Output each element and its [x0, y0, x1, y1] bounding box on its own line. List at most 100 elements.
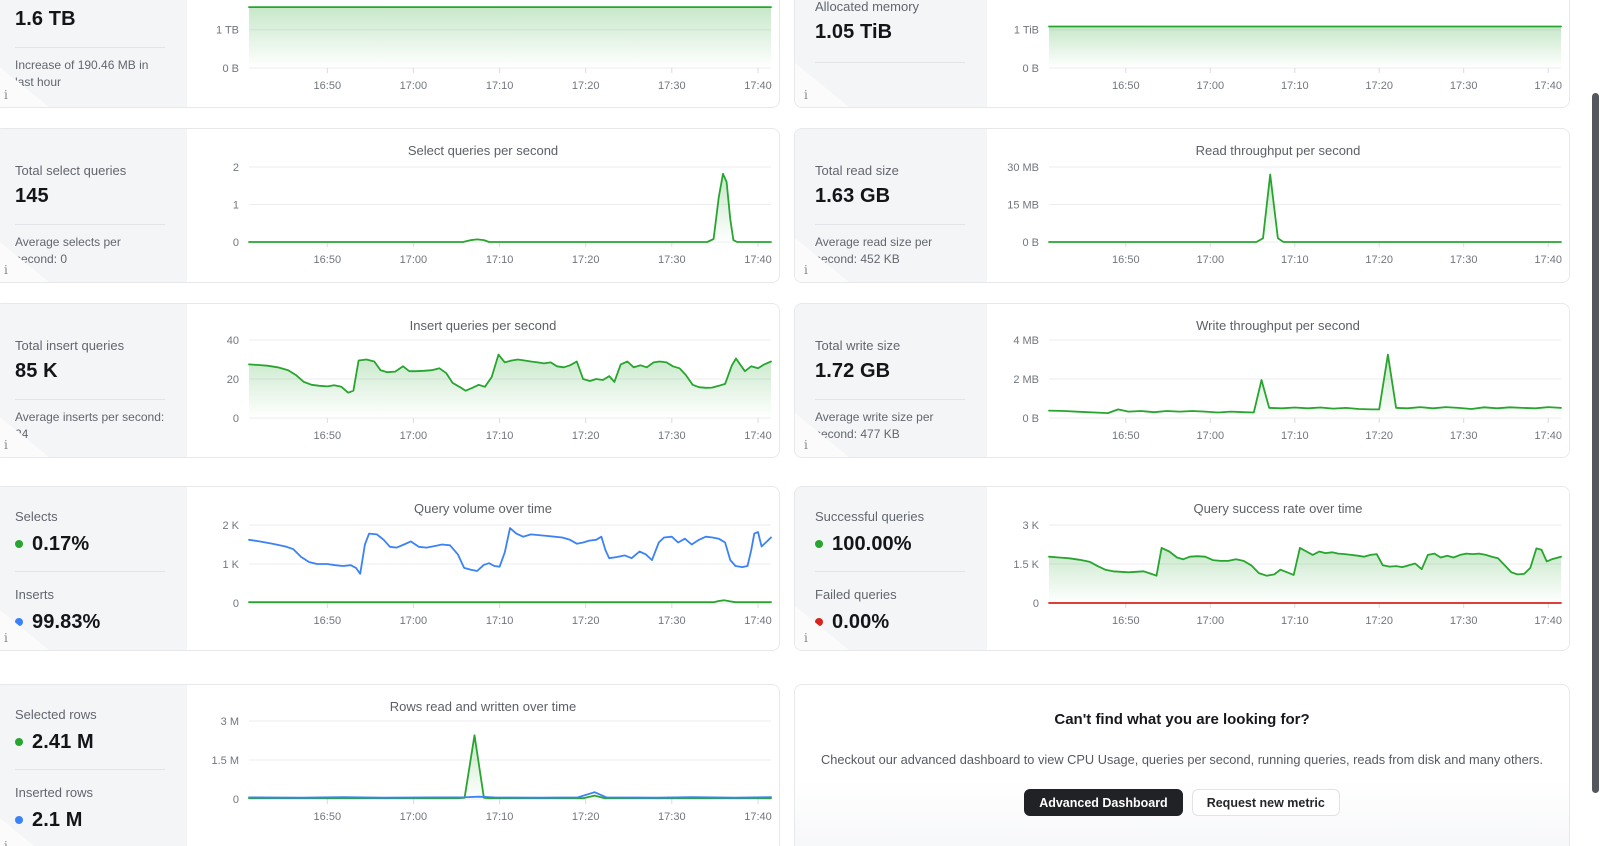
divider — [815, 399, 965, 400]
chart-area: Rows read and written over time 0 1.5 M 3 … — [187, 685, 779, 846]
stat-panel: Total write size 1.72 GB Average write s… — [795, 304, 987, 457]
scrollbar-thumb[interactable] — [1592, 93, 1599, 793]
svg-text:17:30: 17:30 — [1450, 615, 1478, 627]
stat-panel: Total select queries 145 Average selects… — [0, 129, 187, 282]
stat-value: 85 K — [15, 360, 58, 382]
svg-text:16:50: 16:50 — [314, 615, 342, 627]
chart-area: 0 B 1 TB 16:50 17:00 17:10 17:20 17:30 17:40 — [187, 0, 779, 107]
divider — [15, 769, 165, 770]
info-icon[interactable]: i — [804, 263, 808, 277]
stat-value: 99.83% — [32, 611, 101, 633]
svg-text:17:00: 17:00 — [1197, 80, 1225, 92]
series-dot-green — [15, 540, 23, 548]
divider — [815, 62, 965, 63]
svg-text:17:30: 17:30 — [658, 811, 686, 823]
svg-text:16:50: 16:50 — [314, 430, 342, 442]
svg-text:17:40: 17:40 — [744, 80, 772, 92]
info-icon[interactable]: i — [804, 438, 808, 452]
svg-text:0: 0 — [233, 794, 239, 806]
svg-text:17:30: 17:30 — [658, 615, 686, 627]
svg-text:17:40: 17:40 — [1534, 80, 1562, 92]
info-icon[interactable]: i — [4, 263, 8, 277]
svg-text:17:10: 17:10 — [486, 80, 514, 92]
svg-text:17:40: 17:40 — [744, 615, 772, 627]
stat-value: 100.00% — [832, 533, 912, 555]
help-title: Can't find what you are looking for? — [1054, 711, 1310, 728]
card-total-insert-queries: Total insert queries 85 K Average insert… — [0, 303, 780, 458]
svg-text:17:30: 17:30 — [1450, 80, 1478, 92]
stat-value: 1.63 GB — [815, 185, 891, 207]
svg-text:0 B: 0 B — [1022, 413, 1039, 425]
svg-text:17:20: 17:20 — [572, 254, 600, 266]
svg-text:17:00: 17:00 — [400, 80, 428, 92]
svg-text:17:40: 17:40 — [744, 254, 772, 266]
select-qps-chart[interactable]: 0 1 2 16:50 17:00 17:10 17:20 17:30 17:40 — [187, 129, 779, 282]
svg-text:3 K: 3 K — [1022, 520, 1039, 532]
advanced-dashboard-button[interactable]: Advanced Dashboard — [1024, 789, 1183, 816]
rows-read-written-chart[interactable]: 0 1.5 M 3 M 16:50 17:00 17:10 17:20 17:30 17:40 — [187, 685, 779, 846]
divider — [815, 224, 965, 225]
info-icon[interactable]: i — [4, 438, 8, 452]
stat-label: Total write size — [815, 338, 901, 353]
svg-text:30 MB: 30 MB — [1007, 162, 1039, 174]
query-success-chart[interactable]: 0 1.5 K 3 K 16:50 17:00 17:10 17:20 17:30 17:40 — [987, 487, 1569, 650]
svg-text:17:00: 17:00 — [400, 254, 428, 266]
svg-text:3 M: 3 M — [221, 716, 239, 728]
series-dot-blue — [15, 618, 23, 626]
svg-text:16:50: 16:50 — [314, 254, 342, 266]
stat-value: 1.05 TiB — [815, 21, 893, 43]
stat-panel: 1.6 TB Increase of 190.46 MB in last hou… — [0, 0, 187, 107]
svg-text:17:40: 17:40 — [1534, 430, 1562, 442]
svg-text:16:50: 16:50 — [1112, 430, 1140, 442]
svg-text:2 MB: 2 MB — [1013, 374, 1039, 386]
stat-panel: Selects 0.17% Inserts 99.83% i — [0, 487, 187, 650]
card-total-read-size: Total read size 1.63 GB Average read siz… — [794, 128, 1570, 283]
chart-title: Query volume over time — [414, 501, 552, 516]
chart-area: 0 B 1 TiB 16:50 17:00 17:10 17:20 17:30 17:40 — [987, 0, 1569, 107]
stat-value: 145 — [15, 185, 49, 207]
chart-title: Insert queries per second — [409, 318, 557, 333]
read-throughput-chart[interactable]: 0 B 15 MB 30 MB 16:50 17:00 17:10 17:20 17:30 17… — [987, 129, 1569, 282]
svg-text:0: 0 — [233, 413, 239, 425]
divider — [15, 47, 165, 48]
svg-text:17:00: 17:00 — [1197, 254, 1225, 266]
info-icon[interactable]: i — [4, 88, 8, 102]
stat-subtext: Average write size per second: 477 KB — [815, 410, 934, 442]
svg-text:2: 2 — [233, 162, 239, 174]
write-throughput-chart[interactable]: 0 B 2 MB 4 MB 16:50 17:00 17:10 17:20 17:30 17:4… — [987, 304, 1569, 457]
stat-label: Successful queries — [815, 509, 925, 524]
info-icon[interactable]: i — [804, 88, 808, 102]
svg-text:0 B: 0 B — [1022, 237, 1039, 249]
svg-text:0 B: 0 B — [222, 63, 239, 75]
stat-label: Total select queries — [15, 163, 127, 178]
info-icon[interactable]: i — [4, 839, 8, 846]
series-dot-green — [815, 540, 823, 548]
divider — [15, 399, 165, 400]
allocated-memory-chart[interactable]: 0 B 1 TiB 16:50 17:00 17:10 17:20 17:30 17:40 — [987, 0, 1569, 107]
request-new-metric-button[interactable]: Request new metric — [1191, 789, 1340, 816]
stat-subtext: Average selects per second: 0 — [15, 235, 121, 267]
svg-text:17:20: 17:20 — [1365, 254, 1393, 266]
chart-title: Query success rate over time — [1193, 501, 1363, 516]
info-icon[interactable]: i — [4, 631, 8, 645]
disk-usage-chart[interactable]: 0 B 1 TB 16:50 17:00 17:10 17:20 17:30 17:40 — [187, 0, 779, 107]
info-icon[interactable]: i — [804, 631, 808, 645]
stat-value: 0.17% — [32, 533, 90, 555]
svg-text:0: 0 — [233, 598, 239, 610]
stat-label: Selects — [15, 509, 58, 524]
svg-text:17:10: 17:10 — [486, 811, 514, 823]
insert-qps-chart[interactable]: 0 20 40 16:50 17:00 17:10 17:20 17:30 17:40 — [187, 304, 779, 457]
svg-text:2 K: 2 K — [222, 520, 239, 532]
stat-subtext: Average read size per second: 452 KB — [815, 235, 933, 267]
chart-area: Select queries per second 0 1 2 16:50 17:00 1… — [187, 129, 779, 282]
stat-label: Selected rows — [15, 707, 97, 722]
svg-text:17:30: 17:30 — [658, 430, 686, 442]
svg-text:16:50: 16:50 — [1112, 80, 1140, 92]
stat-label: Total insert queries — [15, 338, 125, 353]
svg-text:17:40: 17:40 — [1534, 615, 1562, 627]
chart-area: Insert queries per second 0 20 40 16:50 17:0… — [187, 304, 779, 457]
svg-text:17:20: 17:20 — [572, 430, 600, 442]
stat-label: Inserted rows — [15, 785, 94, 800]
query-volume-chart[interactable]: 0 1 K 2 K 16:50 17:00 17:10 17:20 17:30 17:40 — [187, 487, 779, 650]
divider — [815, 571, 965, 572]
